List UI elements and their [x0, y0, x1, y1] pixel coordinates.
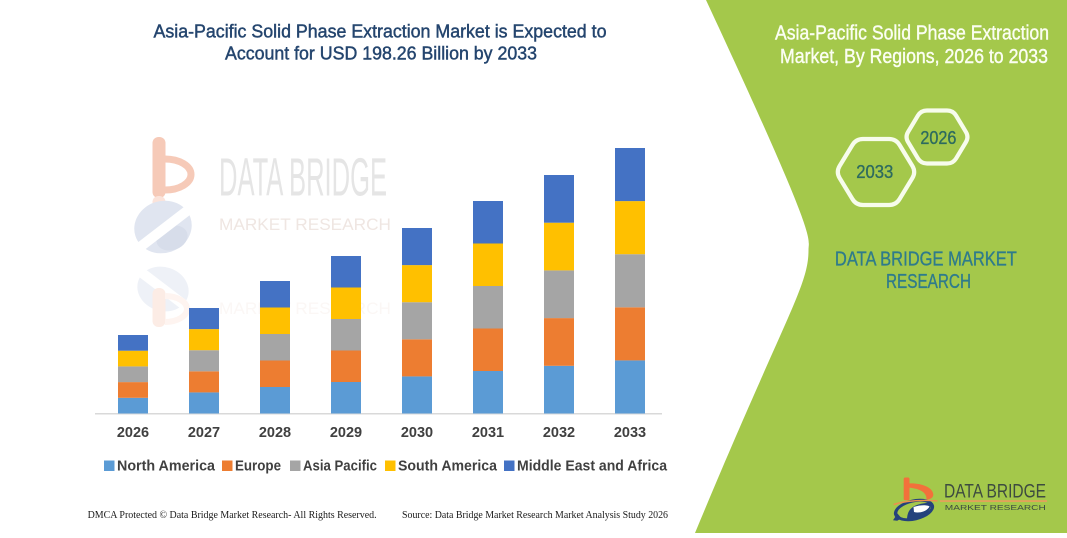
- svg-text:North America: North America: [117, 459, 216, 475]
- svg-text:Asia-Pacific Solid Phase Extra: Asia-Pacific Solid Phase Extraction Mark…: [154, 21, 607, 42]
- svg-text:Middle East and Africa: Middle East and Africa: [517, 459, 668, 475]
- svg-text:MARKET RESEARCH: MARKET RESEARCH: [945, 503, 1046, 512]
- svg-text:Account for USD 198.26 Billion: Account for USD 198.26 Billion by 2033: [225, 42, 537, 63]
- svg-text:2026: 2026: [117, 425, 149, 441]
- svg-text:Asia-Pacific Solid Phase Extra: Asia-Pacific Solid Phase Extraction: [775, 23, 1049, 45]
- svg-text:MARKET RESEARCH: MARKET RESEARCH: [219, 216, 391, 234]
- svg-text:MARKET RESEARCH: MARKET RESEARCH: [219, 300, 391, 318]
- svg-text:South America: South America: [398, 459, 498, 475]
- svg-text:DATA BRIDGE MARKET: DATA BRIDGE MARKET: [835, 248, 1017, 271]
- svg-text:Asia Pacific: Asia Pacific: [303, 459, 377, 475]
- svg-text:2033: 2033: [614, 425, 646, 441]
- svg-text:2032: 2032: [543, 425, 575, 441]
- svg-text:DATA BRIDGE: DATA BRIDGE: [219, 148, 387, 208]
- svg-text:2028: 2028: [259, 425, 291, 441]
- svg-text:2033: 2033: [856, 161, 893, 182]
- svg-text:2027: 2027: [188, 425, 220, 441]
- svg-text:2029: 2029: [330, 425, 362, 441]
- svg-text:RESEARCH: RESEARCH: [886, 270, 971, 293]
- svg-text:DMCA Protected © Data Bridge M: DMCA Protected © Data Bridge Market Rese…: [88, 510, 377, 521]
- svg-text:Source: Data Bridge Market Res: Source: Data Bridge Market Research Mark…: [402, 510, 668, 521]
- svg-text:Market, By Regions, 2026 to 20: Market, By Regions, 2026 to 2033: [780, 46, 1048, 68]
- svg-text:2026: 2026: [920, 127, 956, 148]
- svg-text:DATA BRIDGE: DATA BRIDGE: [944, 481, 1046, 503]
- svg-text:Europe: Europe: [235, 459, 281, 475]
- svg-text:2031: 2031: [472, 425, 504, 441]
- svg-text:2030: 2030: [401, 425, 433, 441]
